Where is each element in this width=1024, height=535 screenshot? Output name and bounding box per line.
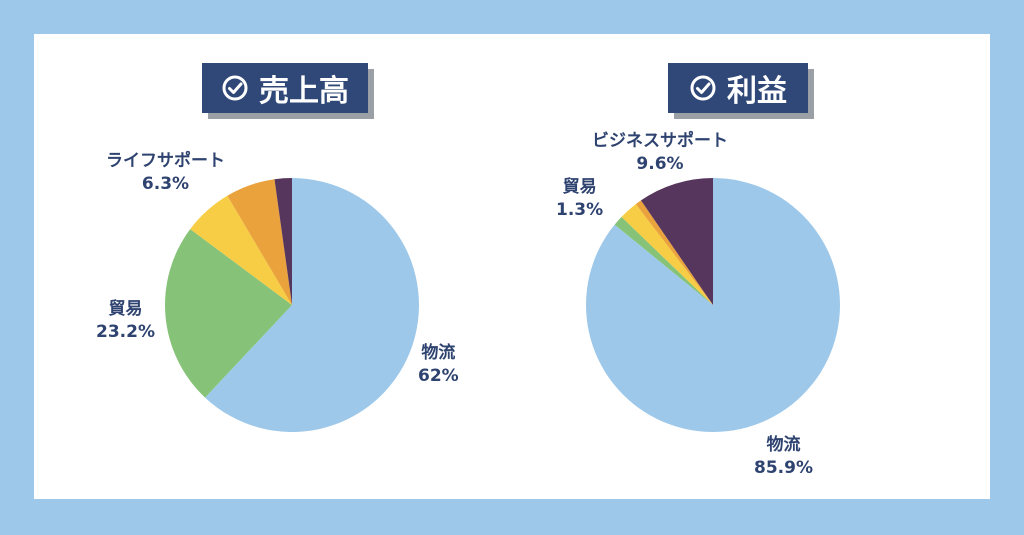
pie-slice: [640, 178, 713, 305]
pie-slice: [205, 178, 419, 432]
profit-label-business-support-name: ビジネスサポート: [592, 131, 728, 151]
pie-slice: [614, 216, 713, 305]
pie-slice: [190, 195, 292, 305]
sales-label-logistics-value: 62%: [418, 366, 459, 386]
pie-slice: [585, 178, 840, 432]
profit-label-business-support: ビジネスサポート 9.6%: [592, 130, 728, 176]
pie-slice: [227, 179, 292, 305]
profit-title-badge: 利益: [668, 63, 808, 113]
sales-label-life-support-name: ライフサポート: [106, 151, 225, 171]
sales-pie: [164, 178, 419, 432]
profit-pie: [585, 178, 840, 432]
profit-label-logistics-value: 85.9%: [754, 458, 813, 478]
sales-label-logistics-name: 物流: [421, 343, 456, 363]
sales-title-badge: 売上高: [202, 63, 368, 113]
sales-label-life-support: ライフサポート 6.3%: [106, 150, 225, 196]
sales-label-trade-value: 23.2%: [96, 322, 155, 342]
profit-label-trade-value: 1.3%: [556, 200, 604, 220]
pie-slice: [164, 229, 292, 398]
pie-slice: [621, 204, 713, 305]
sales-label-life-support-value: 6.3%: [141, 174, 190, 194]
check-circle-icon: [221, 74, 249, 102]
profit-label-logistics: 物流 85.9%: [754, 434, 813, 480]
pie-charts: [164, 178, 840, 432]
check-circle-icon: [689, 74, 717, 102]
sales-label-logistics: 物流 62%: [418, 342, 459, 388]
profit-label-trade: 貿易 1.3%: [556, 176, 603, 222]
profit-label-logistics-name: 物流: [766, 435, 801, 455]
profit-label-trade-name: 貿易: [562, 177, 597, 197]
chart-card: 売上高 利益 物流 62% 貿易 23.2% ライフサポート 6.3% 物流 8…: [34, 34, 990, 499]
sales-label-trade-name: 貿易: [108, 299, 143, 319]
pie-slice: [635, 200, 713, 305]
profit-title: 利益: [727, 74, 787, 109]
profit-label-business-support-value: 9.6%: [636, 154, 684, 174]
sales-label-trade: 貿易 23.2%: [96, 298, 155, 344]
sales-title: 売上高: [259, 74, 349, 109]
pie-slice: [274, 178, 292, 305]
